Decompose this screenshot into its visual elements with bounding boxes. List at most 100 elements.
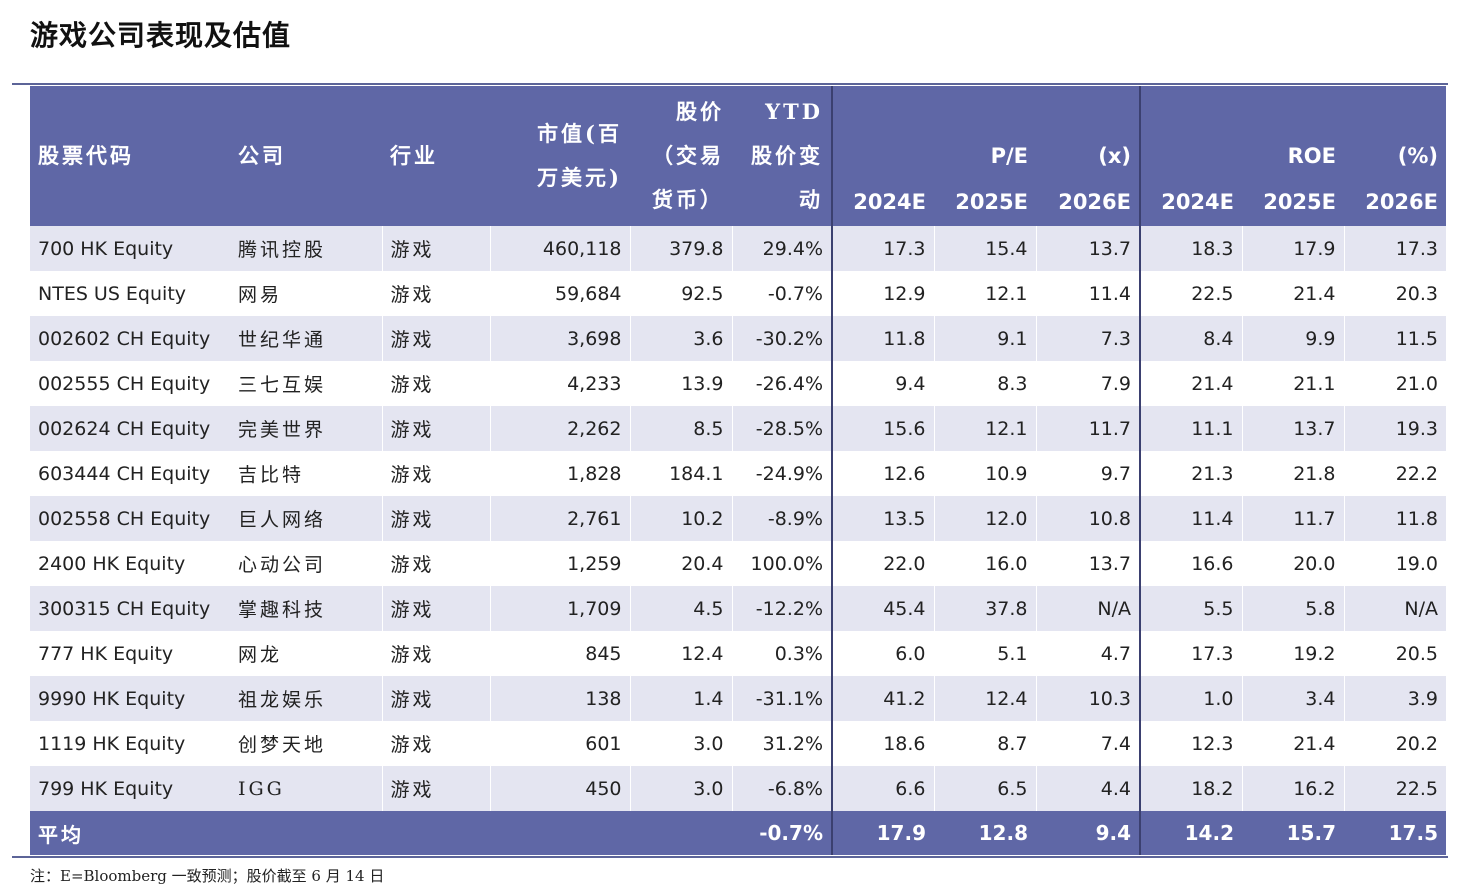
header-industry: 行业 bbox=[382, 86, 490, 226]
market-cap-cell: 450 bbox=[489, 766, 630, 811]
pe-cell: 4.4 bbox=[1035, 766, 1140, 811]
industry-cell: 游戏 bbox=[381, 361, 490, 406]
header-pe-unit: (x) bbox=[1036, 86, 1140, 182]
price-cell: 20.4 bbox=[629, 541, 732, 586]
roe-cell: 9.9 bbox=[1241, 316, 1344, 361]
pe-cell: 12.1 bbox=[933, 271, 1036, 316]
pe-cell: 6.6 bbox=[831, 766, 934, 811]
ytd-cell: 31.2% bbox=[731, 721, 832, 766]
market-cap-cell: 4,233 bbox=[489, 361, 630, 406]
average-empty-cell bbox=[630, 811, 732, 855]
pe-cell: 9.1 bbox=[933, 316, 1036, 361]
market-cap-cell: 845 bbox=[489, 631, 630, 676]
industry-cell: 游戏 bbox=[381, 451, 490, 496]
pe-year-header: 2024E bbox=[831, 182, 934, 226]
roe-cell: 21.4 bbox=[1241, 271, 1344, 316]
ytd-cell: -31.1% bbox=[731, 676, 832, 721]
market-cap-cell: 138 bbox=[489, 676, 630, 721]
roe-cell: 21.8 bbox=[1241, 451, 1344, 496]
roe-year-header: 2024E bbox=[1139, 182, 1242, 226]
company-cell: 创梦天地 bbox=[230, 721, 382, 766]
company-cell: 世纪华通 bbox=[230, 316, 382, 361]
roe-cell: 11.1 bbox=[1139, 406, 1242, 451]
roe-cell: 20.0 bbox=[1241, 541, 1344, 586]
pe-cell: 22.0 bbox=[831, 541, 934, 586]
roe-year-header: 2025E bbox=[1242, 182, 1344, 226]
header-pe-blank bbox=[831, 86, 934, 182]
roe-cell: 11.7 bbox=[1241, 496, 1344, 541]
roe-cell: 21.4 bbox=[1139, 361, 1242, 406]
company-cell: 网易 bbox=[230, 271, 382, 316]
table-row: 002624 CH Equity 完美世界 游戏 2,262 8.5 -28.5% 15.6… bbox=[30, 406, 1446, 451]
roe-cell: 11.5 bbox=[1343, 316, 1446, 361]
pe-cell: 12.0 bbox=[933, 496, 1036, 541]
roe-cell: 20.5 bbox=[1343, 631, 1446, 676]
roe-cell: 1.0 bbox=[1139, 676, 1242, 721]
ticker-cell: 002602 CH Equity bbox=[30, 316, 230, 361]
pe-cell: 15.6 bbox=[831, 406, 934, 451]
ytd-cell: -12.2% bbox=[731, 586, 832, 631]
pe-cell: 7.9 bbox=[1035, 361, 1140, 406]
pe-cell: 10.8 bbox=[1035, 496, 1140, 541]
ticker-cell: 300315 CH Equity bbox=[30, 586, 230, 631]
roe-cell: 5.5 bbox=[1139, 586, 1242, 631]
pe-cell: 37.8 bbox=[933, 586, 1036, 631]
table-row: 777 HK Equity 网龙 游戏 845 12.4 0.3% 6.0 5.1 4.7 17.… bbox=[30, 631, 1446, 676]
header-ticker: 股票代码 bbox=[30, 86, 230, 226]
ticker-cell: 2400 HK Equity bbox=[30, 541, 230, 586]
pe-cell: 8.3 bbox=[933, 361, 1036, 406]
pe-cell: 12.1 bbox=[933, 406, 1036, 451]
price-cell: 12.4 bbox=[629, 631, 732, 676]
ticker-cell: 002555 CH Equity bbox=[30, 361, 230, 406]
roe-cell: 22.2 bbox=[1343, 451, 1446, 496]
roe-cell: 18.2 bbox=[1139, 766, 1242, 811]
company-cell: 腾讯控股 bbox=[230, 226, 382, 271]
industry-cell: 游戏 bbox=[381, 586, 490, 631]
table-row: 002558 CH Equity 巨人网络 游戏 2,761 10.2 -8.9% 13.5… bbox=[30, 496, 1446, 541]
pe-cell: 11.7 bbox=[1035, 406, 1140, 451]
pe-cell: 11.4 bbox=[1035, 271, 1140, 316]
pe-cell: 5.1 bbox=[933, 631, 1036, 676]
roe-cell: 19.2 bbox=[1241, 631, 1344, 676]
pe-cell: 6.0 bbox=[831, 631, 934, 676]
ytd-cell: -24.9% bbox=[731, 451, 832, 496]
roe-cell: 17.3 bbox=[1343, 226, 1446, 271]
table-row: 002555 CH Equity 三七互娱 游戏 4,233 13.9 -26.4% 9.4… bbox=[30, 361, 1446, 406]
roe-cell: 22.5 bbox=[1343, 766, 1446, 811]
ticker-cell: 700 HK Equity bbox=[30, 226, 230, 271]
pe-cell: 9.4 bbox=[831, 361, 934, 406]
pe-cell: 10.3 bbox=[1035, 676, 1140, 721]
average-empty-cell bbox=[490, 811, 630, 855]
pe-cell: 6.5 bbox=[933, 766, 1036, 811]
pe-cell: 16.0 bbox=[933, 541, 1036, 586]
ticker-cell: 002558 CH Equity bbox=[30, 496, 230, 541]
pe-cell: 15.4 bbox=[933, 226, 1036, 271]
header-company: 公司 bbox=[230, 86, 382, 226]
pe-cell: 10.9 bbox=[933, 451, 1036, 496]
roe-cell: 20.2 bbox=[1343, 721, 1446, 766]
ytd-cell: -8.9% bbox=[731, 496, 832, 541]
pe-cell: 18.6 bbox=[831, 721, 934, 766]
ticker-cell: 603444 CH Equity bbox=[30, 451, 230, 496]
roe-cell: 3.9 bbox=[1343, 676, 1446, 721]
market-cap-cell: 2,262 bbox=[489, 406, 630, 451]
table-row: 9990 HK Equity 祖龙娱乐 游戏 138 1.4 -31.1% 41.2 12.4… bbox=[30, 676, 1446, 721]
pe-cell: 13.7 bbox=[1035, 226, 1140, 271]
roe-cell: 22.5 bbox=[1139, 271, 1242, 316]
price-cell: 1.4 bbox=[629, 676, 732, 721]
table-row: NTES US Equity 网易 游戏 59,684 92.5 -0.7% 12.9 12.… bbox=[30, 271, 1446, 316]
pe-cell: 17.3 bbox=[831, 226, 934, 271]
pe-cell: 11.8 bbox=[831, 316, 934, 361]
valuation-table: 股票代码 公司 行业 市值(百万美元) 股价（交易货币） YTD股价变动 P/E… bbox=[30, 86, 1446, 855]
industry-cell: 游戏 bbox=[381, 676, 490, 721]
header-roe-group: ROE bbox=[1242, 86, 1344, 182]
ytd-cell: -6.8% bbox=[731, 766, 832, 811]
market-cap-cell: 460,118 bbox=[489, 226, 630, 271]
price-cell: 92.5 bbox=[629, 271, 732, 316]
roe-cell: 20.3 bbox=[1343, 271, 1446, 316]
industry-cell: 游戏 bbox=[381, 766, 490, 811]
average-pe: 9.4 bbox=[1036, 811, 1140, 855]
ticker-cell: 002624 CH Equity bbox=[30, 406, 230, 451]
price-cell: 3.6 bbox=[629, 316, 732, 361]
roe-cell: 19.0 bbox=[1343, 541, 1446, 586]
